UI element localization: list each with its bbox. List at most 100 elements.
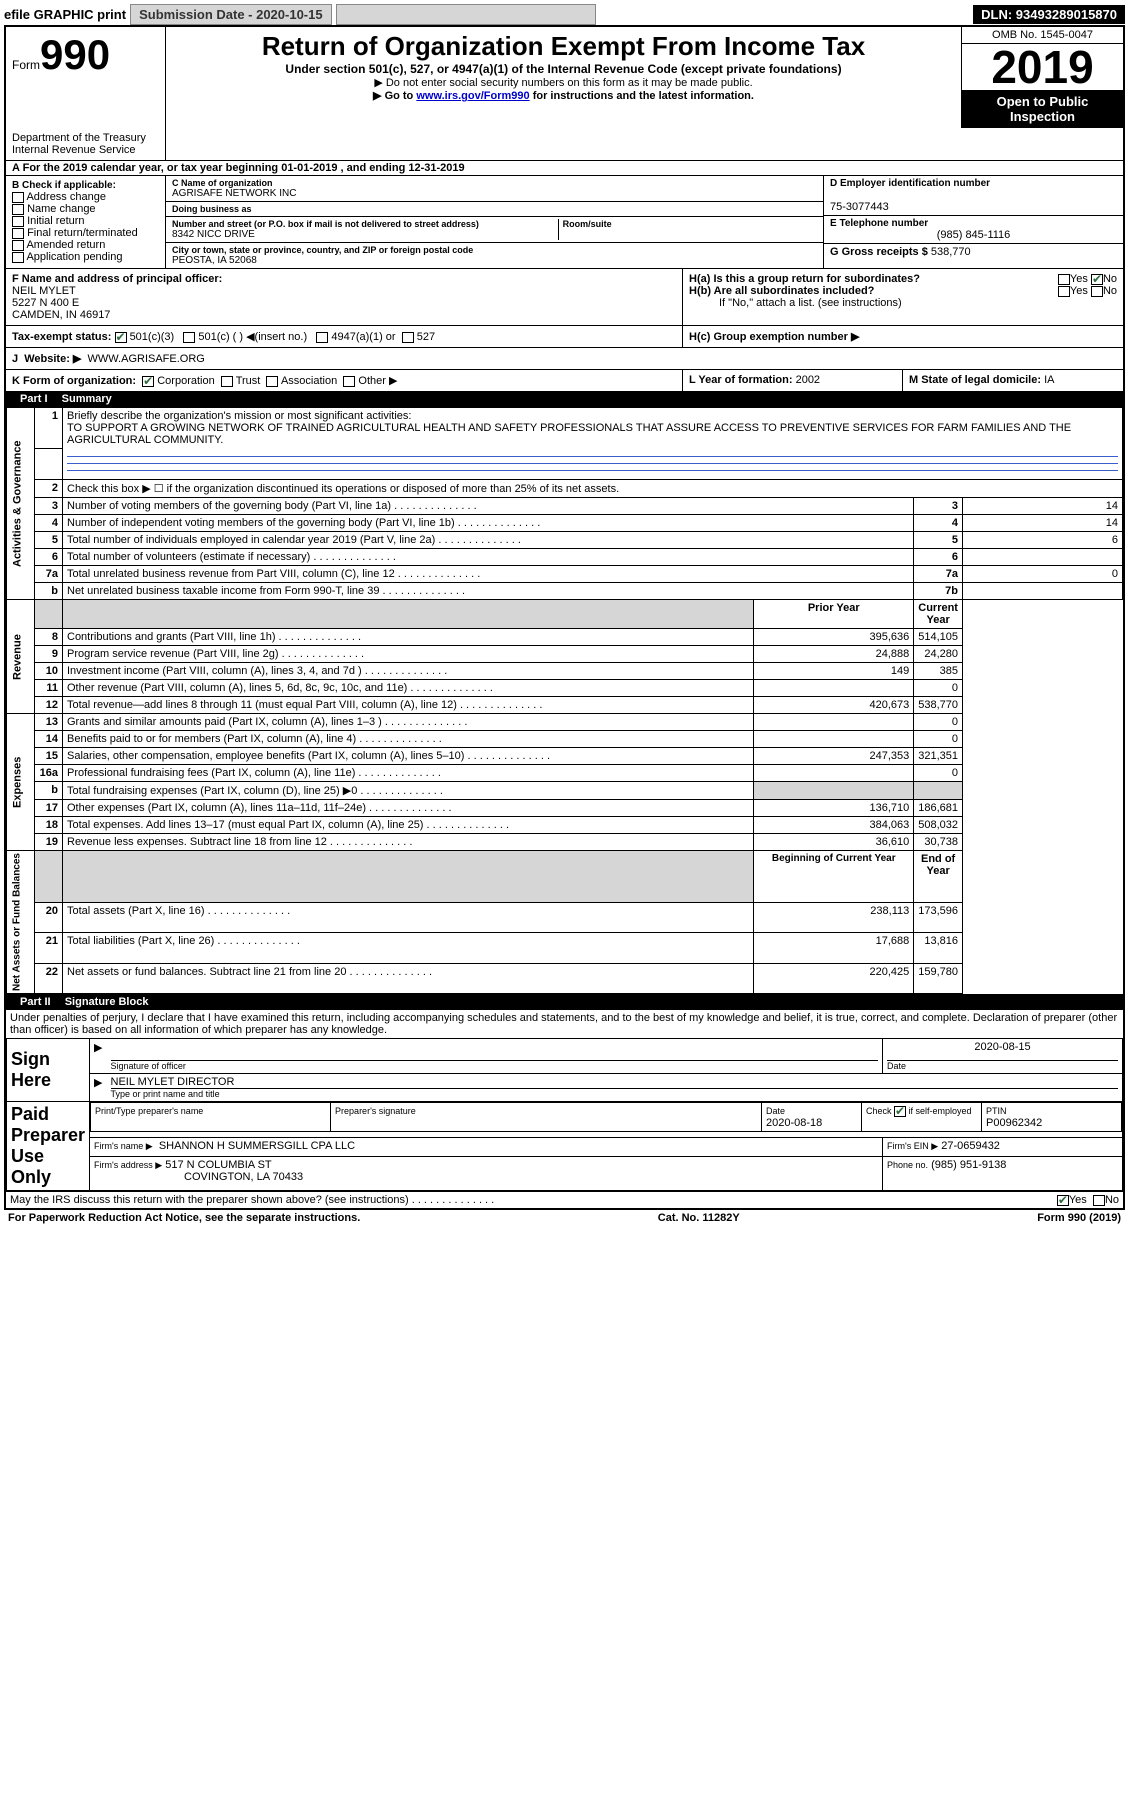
form-subtitle: Under section 501(c), 527, or 4947(a)(1)… bbox=[170, 62, 957, 76]
rev-12-curr: 538,770 bbox=[914, 697, 963, 714]
beg-year-hdr: Beginning of Current Year bbox=[754, 851, 914, 903]
state-domicile: M State of legal domicile: IA bbox=[903, 370, 1123, 391]
goto-prefix: ▶ Go to bbox=[373, 90, 416, 102]
form-org-row: K Form of organization: Corporation Trus… bbox=[6, 370, 683, 391]
side-expenses: Expenses bbox=[7, 714, 35, 851]
line-5-text: Total number of individuals employed in … bbox=[63, 532, 914, 549]
ptin-value: P00962342 bbox=[986, 1117, 1042, 1129]
rev-12-text: Total revenue—add lines 8 through 11 (mu… bbox=[63, 697, 754, 714]
side-activities: Activities & Governance bbox=[7, 408, 35, 600]
rev-9-prior: 24,888 bbox=[754, 646, 914, 663]
check-pending[interactable]: Application pending bbox=[12, 251, 159, 263]
line-6-val bbox=[963, 549, 1123, 566]
submission-date-button[interactable]: Submission Date - 2020-10-15 bbox=[130, 4, 332, 25]
signature-table: Sign Here ▶ Signature of officer 2020-08… bbox=[6, 1038, 1123, 1191]
rev-9-text: Program service revenue (Part VIII, line… bbox=[63, 646, 754, 663]
exp-15-curr: 321,351 bbox=[914, 748, 963, 765]
h-b-note: If "No," attach a list. (see instruction… bbox=[689, 297, 1117, 309]
net-20-text: Total assets (Part X, line 16) bbox=[63, 902, 754, 932]
line-7a-text: Total unrelated business revenue from Pa… bbox=[63, 566, 914, 583]
check-amended[interactable]: Amended return bbox=[12, 239, 159, 251]
line-3-val: 14 bbox=[963, 498, 1123, 515]
line-7a-val: 0 bbox=[963, 566, 1123, 583]
gross-lbl: G Gross receipts $ bbox=[830, 246, 928, 258]
gross-value: 538,770 bbox=[931, 246, 971, 258]
rev-9-curr: 24,280 bbox=[914, 646, 963, 663]
addr-lbl: Number and street (or P.O. box if mail i… bbox=[172, 219, 554, 229]
phone-value: (985) 845-1116 bbox=[830, 229, 1117, 241]
check-initial[interactable]: Initial return bbox=[12, 215, 159, 227]
website-value: WWW.AGRISAFE.ORG bbox=[88, 353, 205, 365]
exp-17-prior: 136,710 bbox=[754, 800, 914, 817]
firm-addr1: 517 N COLUMBIA ST bbox=[165, 1159, 271, 1171]
check-501c3[interactable] bbox=[115, 332, 127, 343]
form-number-box: Form990 bbox=[6, 27, 166, 128]
exp-15-text: Salaries, other compensation, employee b… bbox=[63, 748, 754, 765]
sig-officer-lbl: Signature of officer bbox=[111, 1061, 878, 1071]
check-trust[interactable] bbox=[221, 376, 233, 387]
period-text: For the 2019 calendar year, or tax year … bbox=[23, 162, 465, 174]
rev-11-text: Other revenue (Part VIII, column (A), li… bbox=[63, 680, 754, 697]
firm-ein: 27-0659432 bbox=[941, 1140, 1000, 1152]
dept-treasury: Department of the Treasury Internal Reve… bbox=[6, 128, 166, 160]
cat-no: Cat. No. 11282Y bbox=[658, 1212, 740, 1224]
check-address[interactable]: Address change bbox=[12, 191, 159, 203]
sig-date-lbl: Date bbox=[887, 1061, 1118, 1071]
discuss-no[interactable] bbox=[1093, 1195, 1105, 1206]
check-assoc[interactable] bbox=[266, 376, 278, 387]
check-501c[interactable] bbox=[183, 332, 195, 343]
line-4-text: Number of independent voting members of … bbox=[63, 515, 914, 532]
check-other[interactable] bbox=[343, 376, 355, 387]
net-21-end: 13,816 bbox=[914, 933, 963, 963]
summary-table: Activities & Governance1Briefly describe… bbox=[6, 407, 1123, 994]
check-4947[interactable] bbox=[316, 332, 328, 343]
rev-10-text: Investment income (Part VIII, column (A)… bbox=[63, 663, 754, 680]
c-name-lbl: C Name of organization bbox=[172, 178, 817, 188]
city-lbl: City or town, state or province, country… bbox=[172, 245, 817, 255]
h-c: H(c) Group exemption number ▶ bbox=[683, 326, 1123, 347]
net-22-end: 159,780 bbox=[914, 963, 963, 993]
line-4-val: 14 bbox=[963, 515, 1123, 532]
prep-phone-lbl: Phone no. bbox=[887, 1160, 928, 1170]
org-address: 8342 NICC DRIVE bbox=[172, 229, 554, 240]
part1-bar: Part I Summary bbox=[6, 391, 1123, 407]
sign-here-lbl: Sign Here bbox=[7, 1039, 90, 1102]
firm-ein-lbl: Firm's EIN ▶ bbox=[887, 1141, 938, 1151]
org-name: AGRISAFE NETWORK INC bbox=[172, 188, 817, 199]
check-final[interactable]: Final return/terminated bbox=[12, 227, 159, 239]
ein-lbl: D Employer identification number bbox=[830, 178, 1117, 189]
blank-button[interactable] bbox=[336, 4, 596, 25]
firm-name: SHANNON H SUMMERSGILL CPA LLC bbox=[159, 1140, 355, 1152]
goto-suffix: for instructions and the latest informat… bbox=[530, 90, 754, 102]
rev-12-prior: 420,673 bbox=[754, 697, 914, 714]
exp-17-curr: 186,681 bbox=[914, 800, 963, 817]
org-city: PEOSTA, IA 52068 bbox=[172, 255, 817, 266]
rev-8-curr: 514,105 bbox=[914, 629, 963, 646]
irs-link[interactable]: www.irs.gov/Form990 bbox=[416, 90, 529, 102]
period-line: A For the 2019 calendar year, or tax yea… bbox=[6, 160, 1123, 175]
form-title: Return of Organization Exempt From Incom… bbox=[170, 31, 957, 62]
website-row: J Website: ▶ WWW.AGRISAFE.ORG bbox=[6, 348, 1123, 369]
h-b: H(b) Are all subordinates included? Yes … bbox=[689, 285, 1117, 297]
exp-16a-curr: 0 bbox=[914, 765, 963, 782]
exp-19-prior: 36,610 bbox=[754, 834, 914, 851]
check-527[interactable] bbox=[402, 332, 414, 343]
page-footer: For Paperwork Reduction Act Notice, see … bbox=[4, 1210, 1125, 1226]
officer-addr1: 5227 N 400 E bbox=[12, 297, 79, 309]
mission-text: TO SUPPORT A GROWING NETWORK OF TRAINED … bbox=[67, 422, 1071, 446]
form-ref: Form 990 (2019) bbox=[1037, 1212, 1121, 1224]
exp-18-text: Total expenses. Add lines 13–17 (must eq… bbox=[63, 817, 754, 834]
discuss-yes[interactable] bbox=[1057, 1195, 1069, 1206]
net-22-beg: 220,425 bbox=[754, 963, 914, 993]
end-year-hdr: End of Year bbox=[914, 851, 963, 903]
tax-year: 2019 bbox=[962, 44, 1123, 90]
check-name[interactable]: Name change bbox=[12, 203, 159, 215]
firm-addr-lbl: Firm's address ▶ bbox=[94, 1160, 162, 1170]
paid-preparer-lbl: Paid Preparer Use Only bbox=[7, 1102, 90, 1191]
note-link: ▶ Go to www.irs.gov/Form990 for instruct… bbox=[170, 89, 957, 102]
exp-14-curr: 0 bbox=[914, 731, 963, 748]
self-emp-check[interactable]: Check if self-employed bbox=[866, 1106, 972, 1116]
check-corp[interactable] bbox=[142, 376, 154, 387]
exp-13-prior bbox=[754, 714, 914, 731]
exp-18-curr: 508,032 bbox=[914, 817, 963, 834]
